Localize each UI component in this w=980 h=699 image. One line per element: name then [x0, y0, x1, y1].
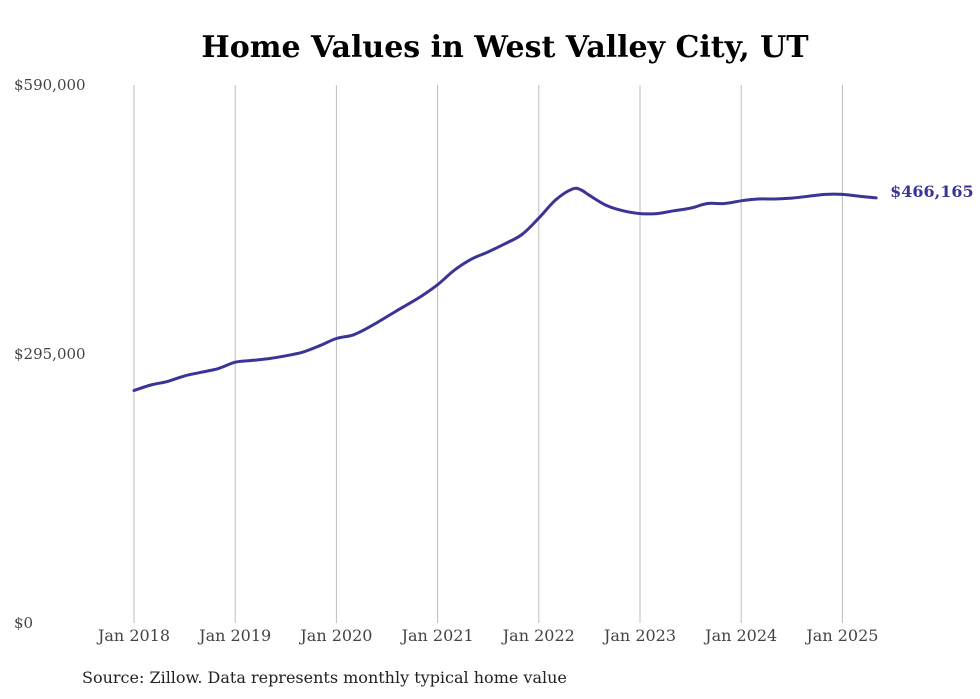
- x-tick-label: Jan 2022: [501, 626, 575, 645]
- y-tick-label: $295,000: [14, 345, 86, 363]
- chart-title: Home Values in West Valley City, UT: [201, 30, 809, 65]
- x-tick-label: Jan 2020: [298, 626, 372, 645]
- x-tick-label: Jan 2024: [703, 626, 777, 645]
- x-tick-label: Jan 2023: [602, 626, 676, 645]
- source-note: Source: Zillow. Data represents monthly …: [82, 668, 567, 687]
- series: $466,165: [132, 182, 974, 392]
- x-tick-label: Jan 2018: [96, 626, 170, 645]
- x-tick-label: Jan 2019: [197, 626, 271, 645]
- gridlines: [133, 85, 843, 623]
- y-tick-label: $0: [14, 614, 33, 632]
- x-tick-label: Jan 2025: [804, 626, 878, 645]
- x-axis: Jan 2018 Jan 2019 Jan 2020 Jan 2021 Jan 2022…: [96, 626, 878, 645]
- end-value-label: $466,165: [890, 182, 974, 201]
- y-tick-label: $590,000: [14, 76, 86, 94]
- x-tick-label: Jan 2021: [400, 626, 474, 645]
- series-line: [132, 186, 878, 392]
- y-axis: $0 $295,000 $590,000: [14, 76, 86, 632]
